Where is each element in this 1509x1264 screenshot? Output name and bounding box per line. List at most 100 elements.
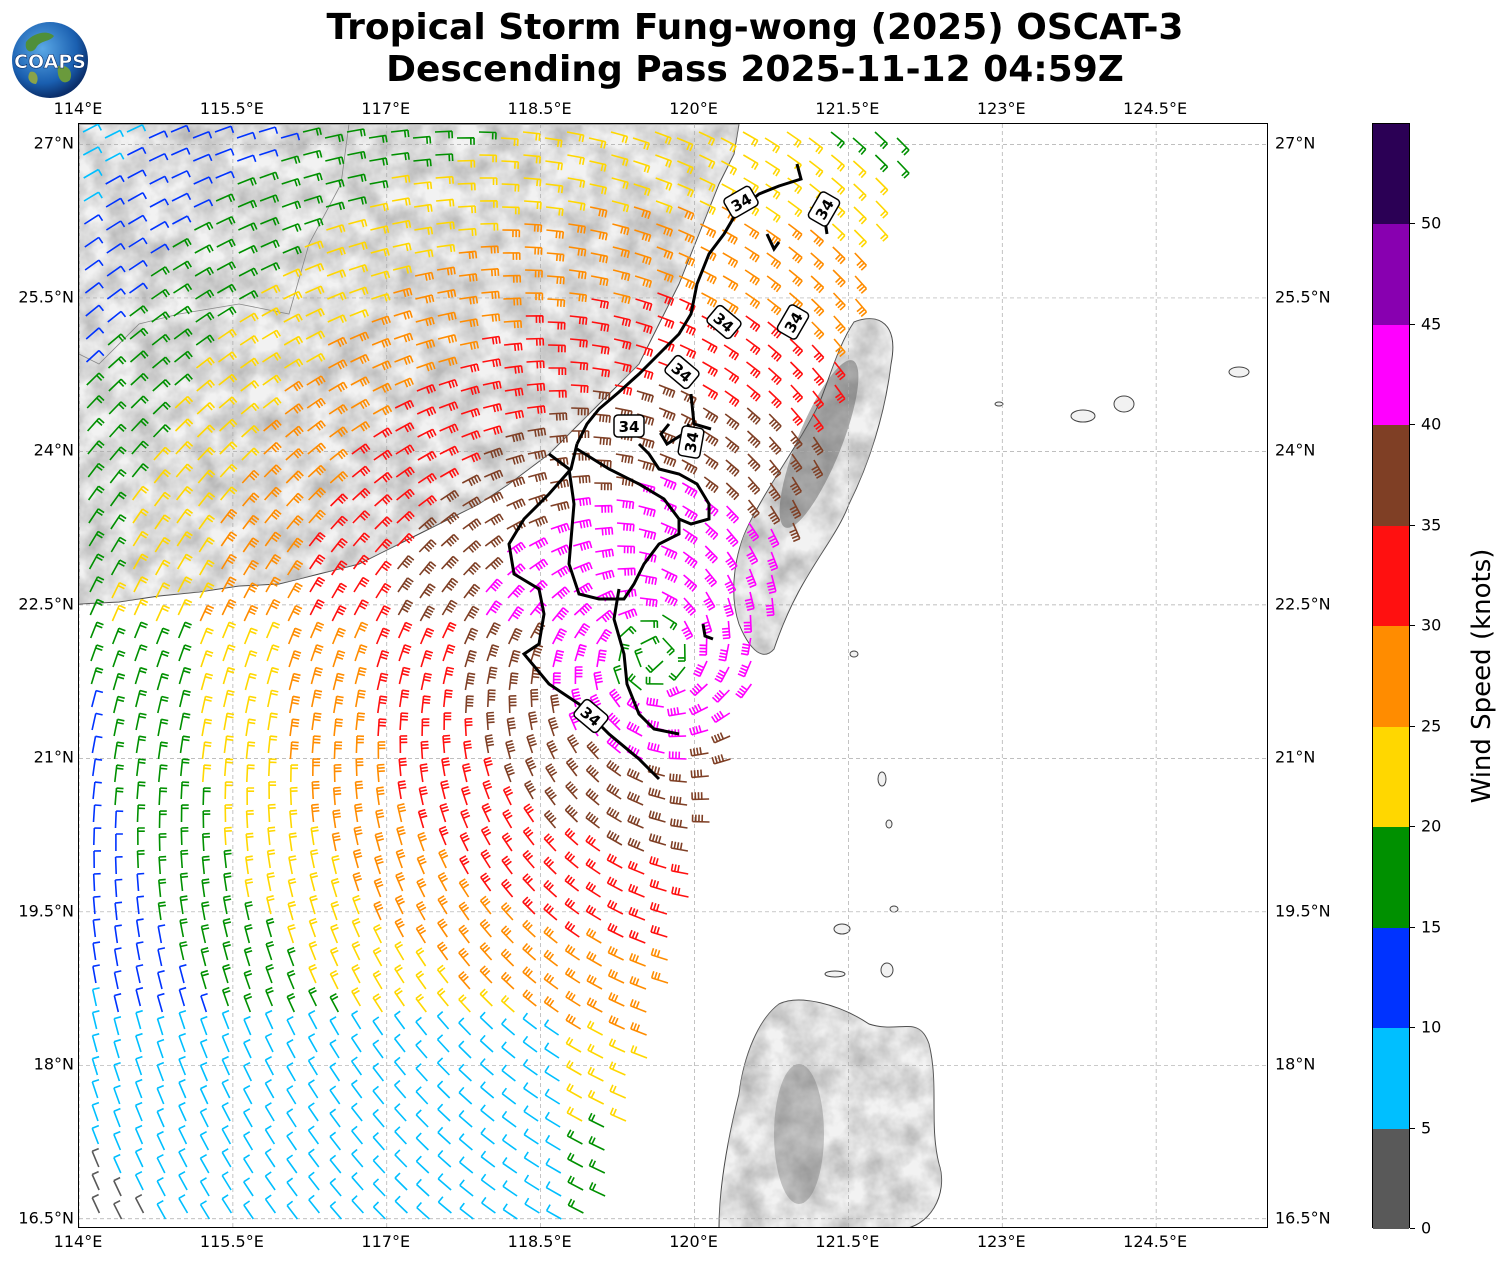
wind-barb [418, 786, 428, 806]
wind-barb [332, 809, 342, 829]
wind-barb [566, 1106, 583, 1122]
wind-barb [113, 1038, 122, 1059]
wind-barb [193, 176, 213, 185]
wind-barb [265, 598, 281, 616]
wind-barb [393, 1056, 407, 1076]
wind-barb [544, 137, 563, 148]
wind-barb [636, 390, 654, 403]
wind-barb [397, 621, 413, 639]
wind-barb [549, 434, 568, 444]
wind-barb [461, 452, 482, 463]
wind-barb [414, 271, 434, 281]
wind-barb [199, 1154, 210, 1174]
wind-barb [505, 432, 525, 443]
wind-barb [199, 604, 215, 622]
wind-barb [220, 531, 238, 547]
wind-barb [281, 155, 301, 164]
contour-label-34: 34 [723, 185, 759, 219]
wind-barb [606, 899, 624, 915]
wind-barb [154, 536, 171, 553]
wind-barb [264, 486, 282, 501]
wind-barb [377, 741, 386, 760]
wind-barb [593, 413, 611, 423]
wind-barb [83, 168, 103, 179]
wind-barb [305, 330, 326, 340]
wind-barb [290, 764, 299, 783]
wind-barb [658, 407, 676, 421]
wind-barb [875, 223, 889, 242]
wind-barb [573, 561, 593, 573]
wind-barb [714, 666, 730, 683]
wind-barb [156, 672, 170, 691]
wind-barb [198, 537, 215, 553]
wind-barb [461, 763, 472, 783]
wind-barb [114, 856, 123, 875]
wind-barb [238, 267, 259, 277]
wind-barb [136, 781, 146, 800]
wind-barb [265, 576, 281, 593]
wind-barb [286, 492, 304, 507]
wind-barb [170, 147, 191, 156]
wind-barb [216, 215, 236, 225]
wind-barb [178, 1124, 188, 1145]
wind-barb [545, 1157, 562, 1174]
wind-barb [415, 1155, 430, 1174]
wind-barb [618, 608, 638, 620]
wind-barb [195, 311, 215, 323]
wind-barb [89, 621, 104, 639]
wind-barb [325, 201, 346, 211]
wind-barb [677, 160, 694, 175]
wind-barb [258, 126, 279, 134]
wind-barb [508, 649, 521, 668]
wind-barb [812, 413, 824, 433]
wind-barb [627, 814, 644, 829]
wind-barb [703, 591, 716, 611]
island-iriomote [1070, 409, 1096, 423]
wind-barb [216, 261, 237, 271]
wind-barb [331, 832, 341, 852]
wind-barb [789, 338, 804, 357]
wind-barb [376, 672, 389, 691]
wind-barb [375, 809, 385, 829]
wind-barb [456, 137, 475, 145]
wind-barb [522, 942, 537, 961]
wind-barb [479, 1058, 494, 1076]
wind-barb [658, 384, 676, 398]
island-camiguin [880, 962, 894, 978]
wind-barb [551, 586, 571, 600]
wind-barb [701, 338, 718, 354]
wind-barb [529, 558, 549, 571]
wind-barb [262, 396, 282, 409]
wind-barb [743, 223, 760, 240]
wind-barb [395, 871, 406, 892]
wind-barb [158, 833, 167, 852]
wind-barb [548, 344, 566, 353]
wind-barb [543, 879, 558, 898]
wind-barb [149, 175, 169, 185]
wind-barb [241, 469, 260, 484]
wind-barb [282, 268, 303, 278]
wind-barb [764, 137, 781, 154]
wind-barb [328, 381, 348, 393]
wind-barb [788, 269, 803, 287]
wind-barb [700, 223, 717, 239]
contour-label-box [706, 304, 742, 340]
wind-barb [307, 442, 327, 455]
wind-barb [135, 1009, 143, 1030]
wind-barb [91, 689, 104, 708]
wind-barb [113, 1130, 122, 1151]
wind-barb [723, 597, 734, 618]
wind-barb [543, 856, 557, 875]
wind-barb [156, 1107, 165, 1128]
wind-barb [767, 321, 782, 339]
contour-label-text: 34 [619, 418, 640, 436]
wind-barb [286, 946, 296, 967]
wind-barb [221, 1171, 232, 1191]
wind-barb [265, 986, 274, 1007]
wind-barb [221, 1101, 231, 1122]
wind-barb [286, 969, 296, 990]
wind-barb [329, 1108, 341, 1128]
wind-barb [723, 344, 740, 361]
wind-barb [611, 177, 629, 190]
wind-barb [437, 1126, 451, 1145]
